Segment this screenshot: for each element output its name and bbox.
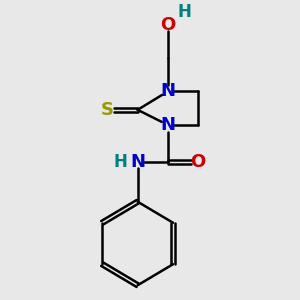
Text: N: N xyxy=(130,153,145,171)
Text: N: N xyxy=(160,116,175,134)
Text: S: S xyxy=(101,101,114,119)
Text: N: N xyxy=(160,82,175,100)
Text: H: H xyxy=(178,3,191,21)
Text: O: O xyxy=(190,153,206,171)
Text: O: O xyxy=(160,16,175,34)
Text: H: H xyxy=(114,153,128,171)
